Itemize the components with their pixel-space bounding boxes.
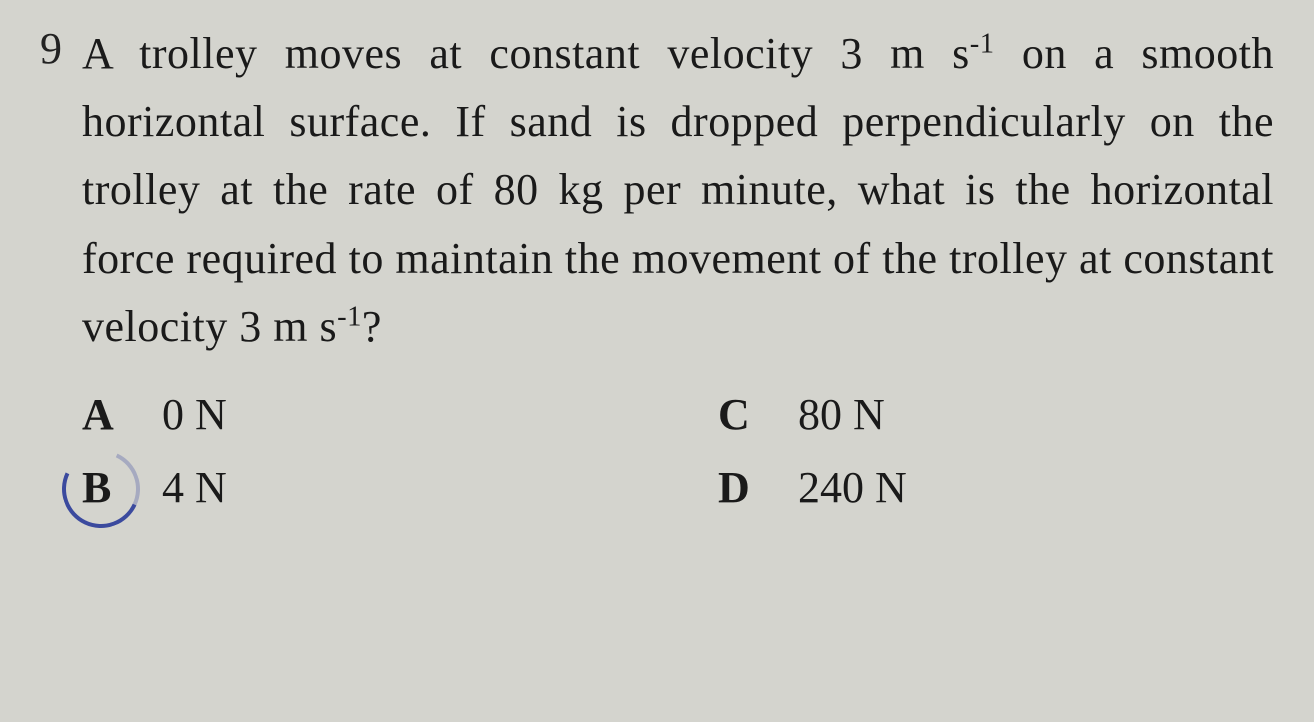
option-c-letter: C xyxy=(718,389,778,440)
option-d-letter: D xyxy=(718,462,778,513)
exponent-1: -1 xyxy=(970,28,995,59)
option-a-value: 0 N xyxy=(162,389,227,440)
option-b-value: 4 N xyxy=(162,462,227,513)
option-b: B 4 N xyxy=(82,462,638,513)
option-c-value: 80 N xyxy=(798,389,885,440)
exponent-2: -1 xyxy=(337,301,362,332)
option-d-value: 240 N xyxy=(798,462,907,513)
question-number: 9 xyxy=(40,20,62,77)
option-d: D 240 N xyxy=(718,462,1274,513)
option-a: A 0 N xyxy=(82,389,638,440)
question-text-part-3: ? xyxy=(362,302,382,351)
option-b-letter: B xyxy=(82,462,142,513)
options-container: A 0 N C 80 N B 4 N D 240 N xyxy=(82,389,1274,513)
question-body: A trolley moves at constant velocity 3 m… xyxy=(82,20,1274,513)
question-container: 9 A trolley moves at constant velocity 3… xyxy=(40,20,1274,513)
question-text: A trolley moves at constant velocity 3 m… xyxy=(82,20,1274,361)
option-a-letter: A xyxy=(82,389,142,440)
option-c: C 80 N xyxy=(718,389,1274,440)
question-text-part-1: A trolley moves at constant velocity 3 m… xyxy=(82,29,970,78)
